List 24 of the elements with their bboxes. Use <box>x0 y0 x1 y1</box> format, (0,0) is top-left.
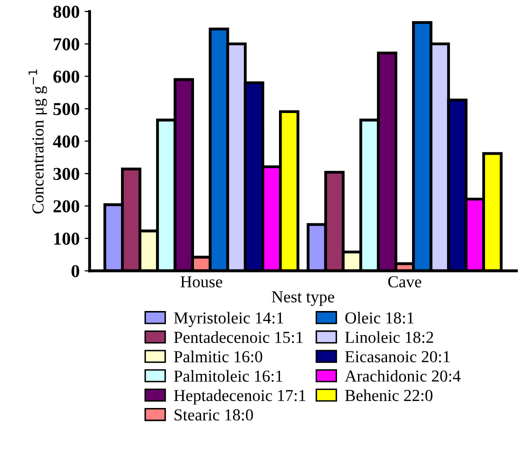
x-tick-label: House <box>180 276 222 288</box>
y-tick-label: 300 <box>53 168 80 180</box>
x-tick-label: Cave <box>388 276 422 288</box>
legend-label: Eicasanoic 20:1 <box>345 351 450 362</box>
y-tick-label: 0 <box>72 265 80 278</box>
legend-label: Palmitic 16:0 <box>174 350 262 362</box>
y-tick-label: 400 <box>53 135 80 148</box>
x-axis-title: Nest type <box>272 291 334 306</box>
y-tick-label: 100 <box>54 232 80 245</box>
y-tick-label: 600 <box>53 70 80 83</box>
y-tick-label: 700 <box>54 38 80 50</box>
y-tick-label: 500 <box>54 102 80 116</box>
legend-label: Myristoleic 14:1 <box>174 312 284 328</box>
y-axis-title: Concentration μg g$^{−1}$ <box>28 70 48 214</box>
legend-label: Stearic 18:0 <box>174 409 253 421</box>
legend-label: Heptadecenoic 17:1 <box>174 389 306 405</box>
y-tick-label: 200 <box>54 200 80 212</box>
y-tick-label: 800 <box>53 6 80 18</box>
legend-label: Arachidonic 20:4 <box>344 370 461 382</box>
legend-label: Behenic 22:0 <box>345 389 432 402</box>
legend-label: Pentadecenoic 15:1 <box>174 331 303 344</box>
legend-label: Oleic 18:1 <box>345 312 414 324</box>
legend-label: Linoleic 18:2 <box>345 331 434 344</box>
legend-label: Palmitoleic 16:1 <box>174 370 282 382</box>
